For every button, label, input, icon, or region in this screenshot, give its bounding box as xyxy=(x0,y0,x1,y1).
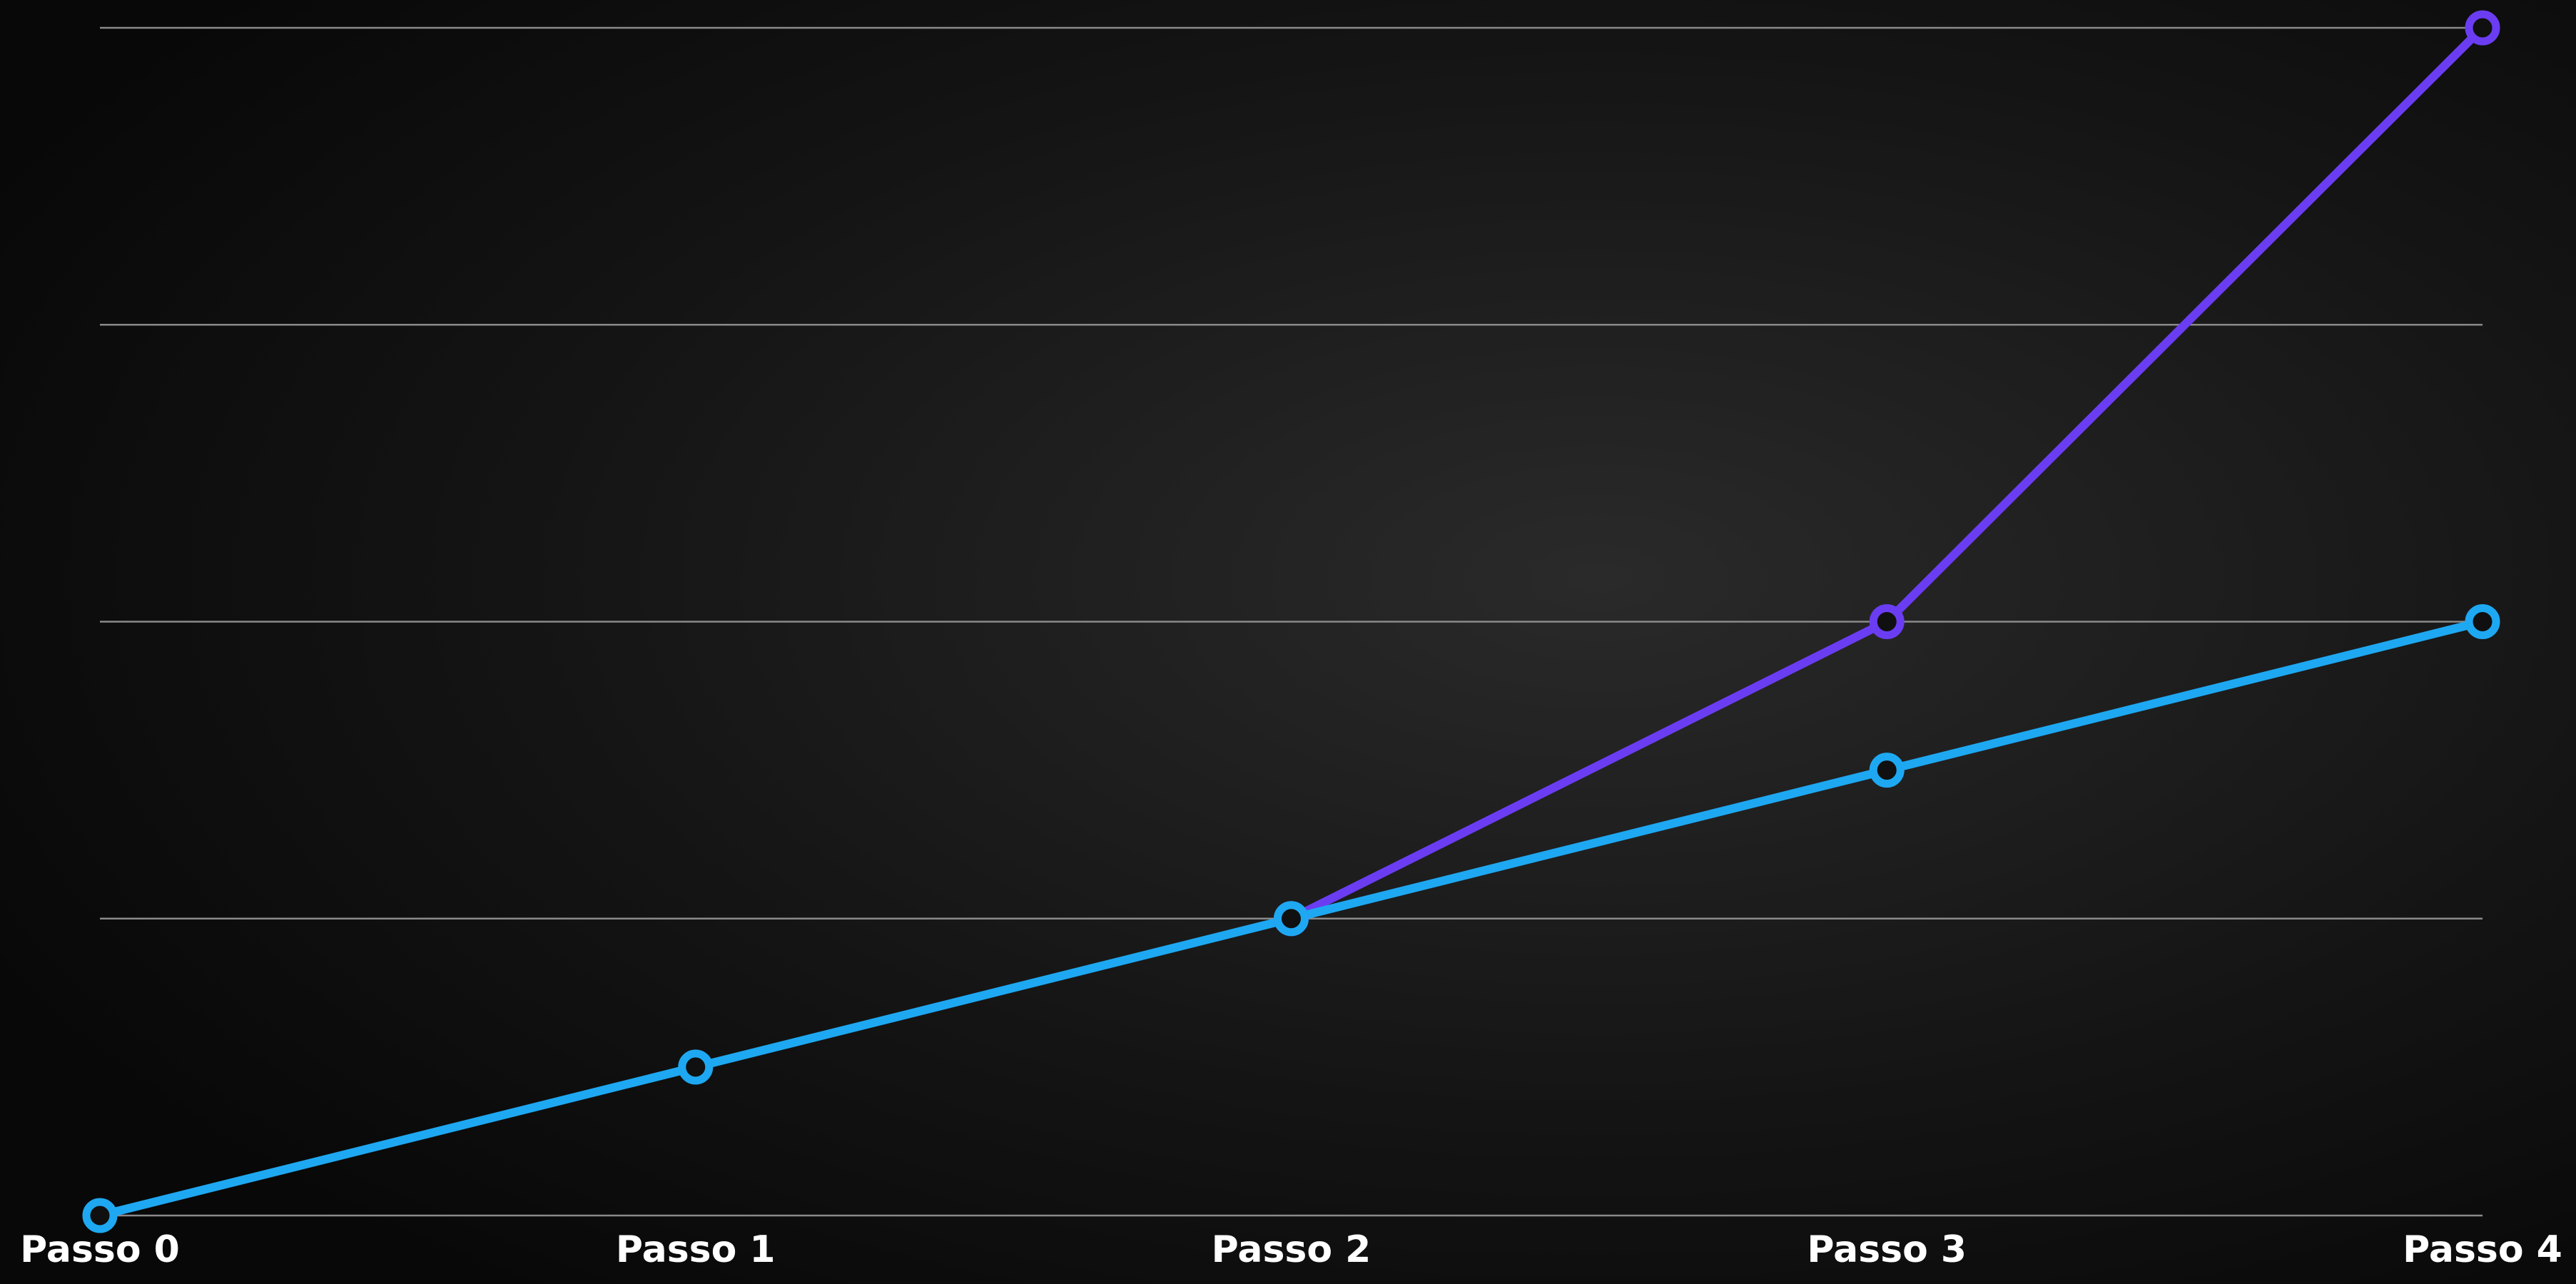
x-tick-label: Passo 3 xyxy=(1807,1228,1967,1271)
point xyxy=(1869,753,1905,788)
x-tick-label: Passo 2 xyxy=(1212,1228,1371,1271)
x-tick-label: Passo 1 xyxy=(616,1228,776,1271)
point xyxy=(1274,901,1309,937)
lines xyxy=(82,10,2500,1233)
point xyxy=(2465,604,2500,639)
x-axis: Passo 0 Passo 1 Passo 2 Passo 3 Passo 4 xyxy=(20,1228,2562,1271)
x-tick-label: Passo 0 xyxy=(20,1228,180,1271)
point xyxy=(678,1049,714,1085)
point xyxy=(1869,604,1905,639)
x-tick-label: Passo 4 xyxy=(2403,1228,2562,1271)
point xyxy=(82,1198,118,1233)
point xyxy=(2465,10,2500,46)
grid xyxy=(100,26,2483,1217)
